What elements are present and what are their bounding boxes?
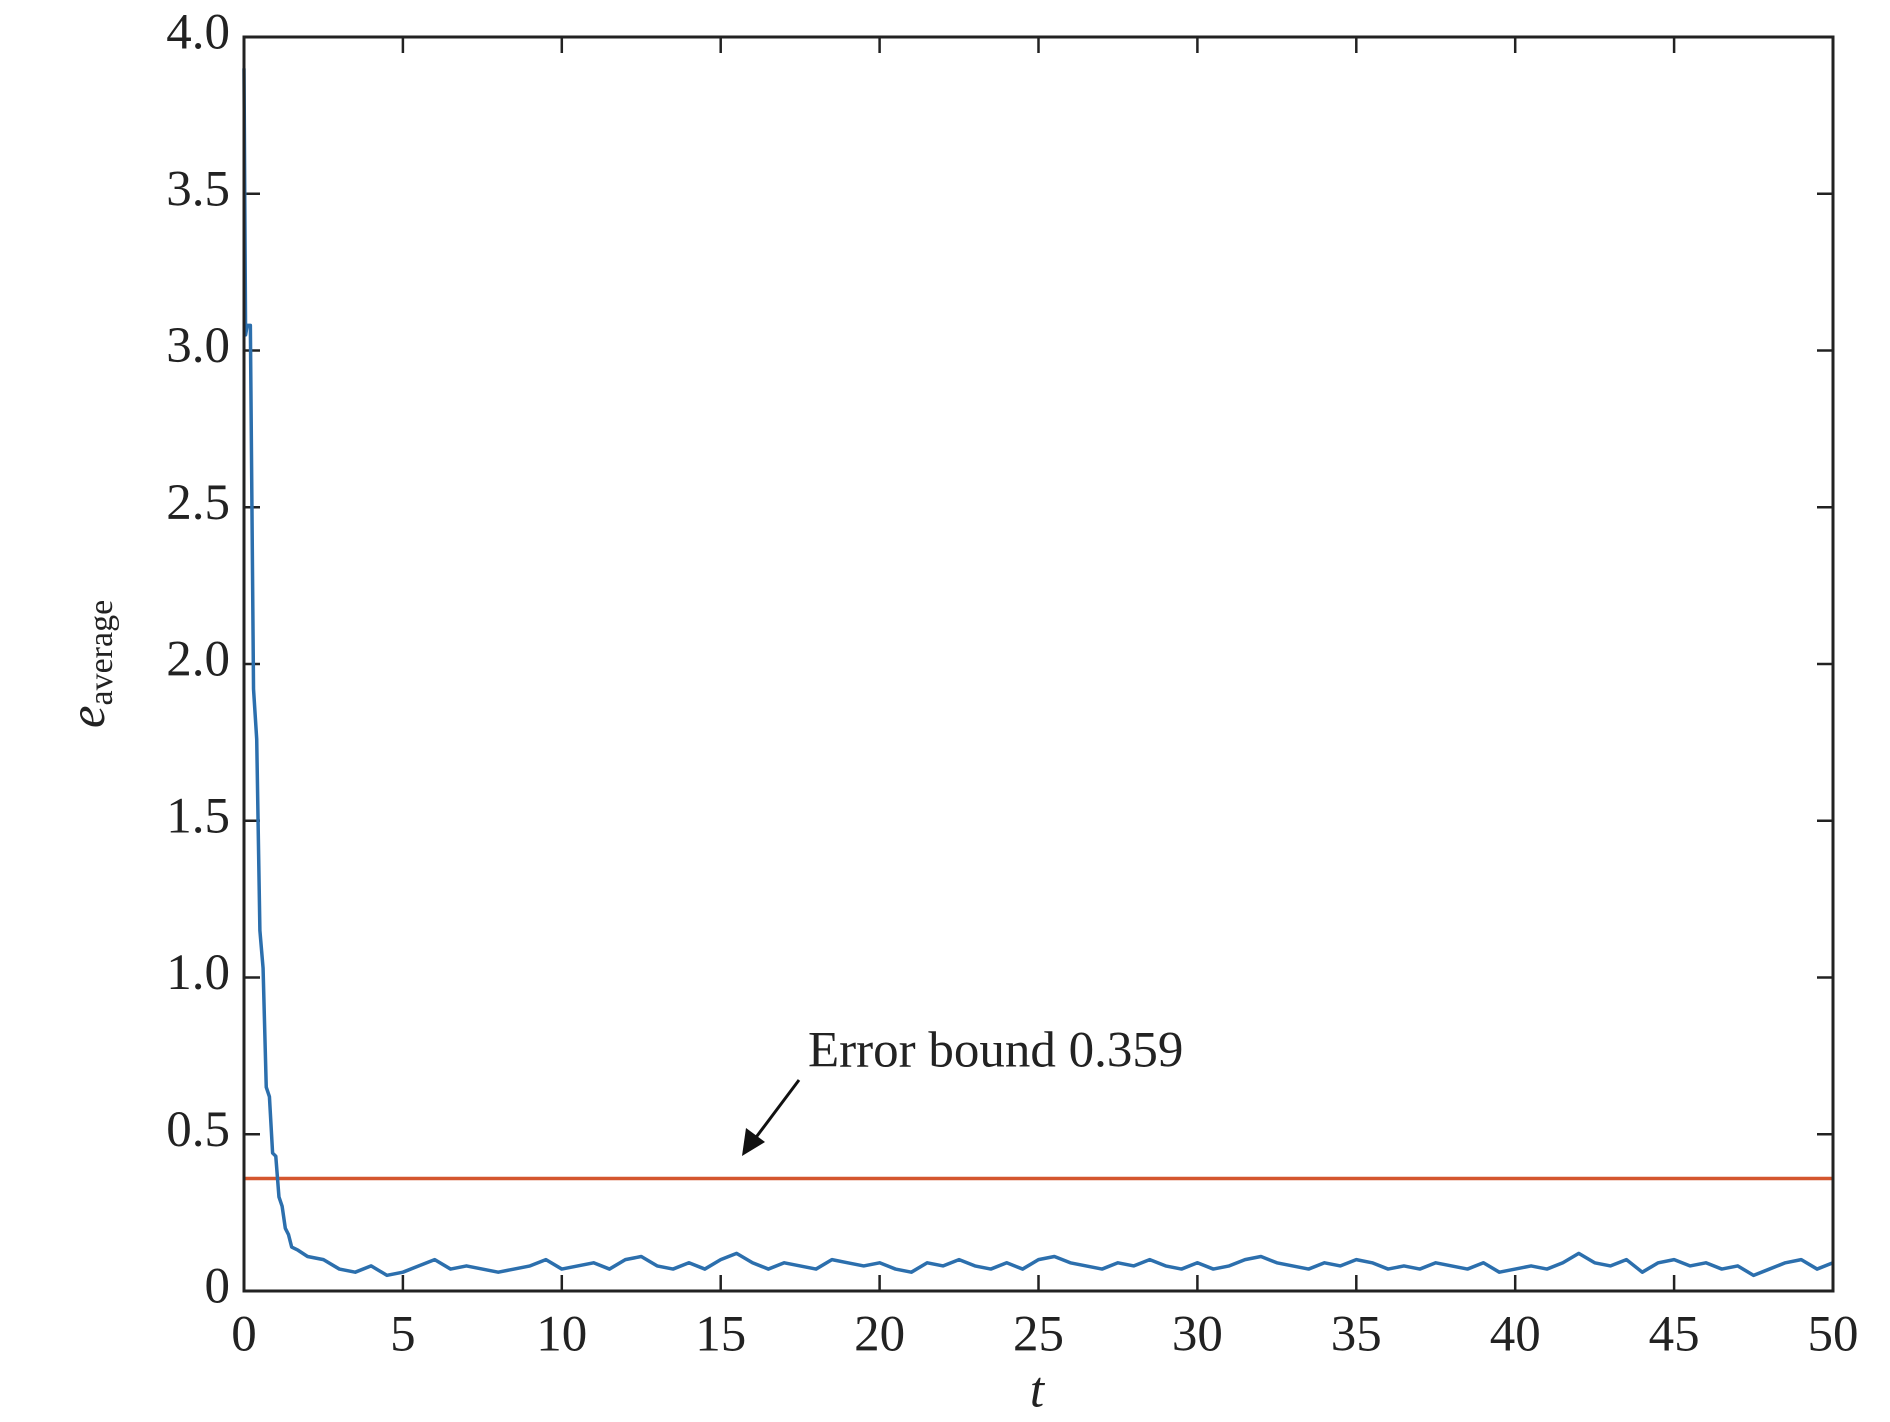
x-tick-label: 15 [695, 1307, 746, 1363]
y-tick-label: 2.5 [166, 475, 230, 531]
x-tick-label: 50 [1808, 1307, 1859, 1363]
x-tick-label: 25 [1013, 1307, 1064, 1363]
y-label-subscript: average [83, 600, 120, 706]
y-tick-label: 2.0 [166, 632, 230, 688]
plot-frame [242, 35, 1835, 1293]
y-tick-label: 3.5 [166, 161, 230, 217]
y-tick-label: 4.0 [166, 5, 230, 61]
x-tick-label: 5 [390, 1307, 416, 1363]
y-tick-label: 0.5 [166, 1102, 230, 1158]
y-tick-label: 1.0 [166, 945, 230, 1001]
annotation: Error bound 0.359 [808, 1023, 1183, 1079]
x-tick-label: 40 [1490, 1307, 1541, 1363]
x-tick-label: 35 [1331, 1307, 1382, 1363]
y-tick-label: 1.5 [166, 788, 230, 844]
annotation-arrowhead [742, 1128, 765, 1156]
x-tick-label: 45 [1649, 1307, 1700, 1363]
y-axis-label: eaverage [60, 600, 120, 728]
y-tick-label: 3.0 [166, 318, 230, 374]
x-tick-label: 0 [231, 1307, 257, 1363]
x-tick-label: 20 [854, 1307, 905, 1363]
x-tick-label: 30 [1172, 1307, 1223, 1363]
data-line [242, 68, 1834, 1278]
y-axis-label-text: eaverage [60, 600, 120, 728]
x-tick-label: 10 [536, 1307, 587, 1363]
y-label-main: e [60, 706, 116, 729]
y-tick-label: 0 [205, 1259, 231, 1315]
x-axis-label: t [1030, 1363, 1046, 1419]
